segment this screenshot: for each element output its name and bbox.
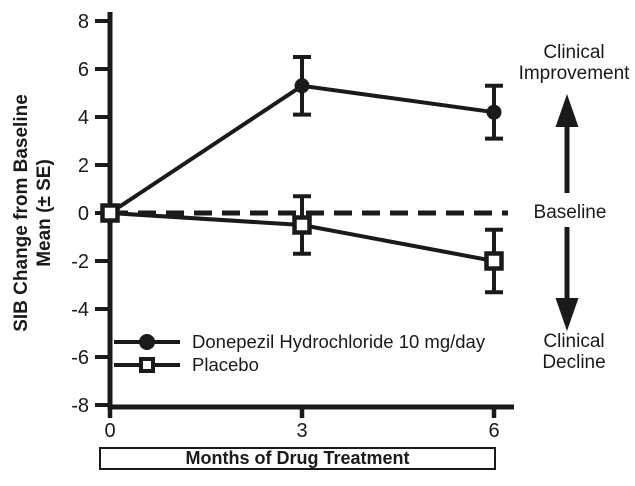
annotation-baseline: Baseline <box>533 202 607 223</box>
open-square-icon <box>139 356 155 373</box>
improvement-arrow <box>555 94 579 193</box>
y-tick-label: 2 <box>78 155 89 177</box>
legend-item-placebo: Placebo <box>112 353 485 376</box>
y-tick-label: -6 <box>71 347 89 369</box>
x-axis-title-box: Months of Drug Treatment <box>99 447 496 470</box>
series-placebo <box>100 194 504 295</box>
y-tick-label: 4 <box>78 107 89 129</box>
decline-arrow <box>555 227 579 331</box>
x-tick-label: 6 <box>488 420 499 442</box>
x-axis-title: Months of Drug Treatment <box>185 448 410 468</box>
y-axis-title-line2: Mean (± SE) <box>34 159 55 267</box>
y-axis-title: SIB Change from Baseline Mean (± SE) <box>10 43 58 383</box>
legend-item-donepezil: Donepezil Hydrochloride 10 mg/day <box>112 330 485 353</box>
chart-series-layer: 8 6 4 2 0 -2 -4 -6 -8 0 3 6 <box>71 11 508 442</box>
y-tick-label: 0 <box>78 203 89 225</box>
legend: Donepezil Hydrochloride 10 mg/day Placeb… <box>112 330 485 376</box>
y-tick-label: 6 <box>78 59 89 81</box>
x-tick-label: 0 <box>104 420 115 442</box>
legend-label-placebo: Placebo <box>192 353 259 375</box>
marker-filled-circle <box>486 104 502 120</box>
legend-label-donepezil: Donepezil Hydrochloride 10 mg/day <box>192 330 486 352</box>
filled-circle-icon <box>139 333 155 350</box>
arrow-up-icon <box>555 94 579 127</box>
y-tick-label: -2 <box>71 251 89 273</box>
arrow-down-icon <box>555 298 579 331</box>
marker-open-square <box>292 215 312 235</box>
open-square-marker <box>112 353 182 376</box>
annotation-clinical-decline: Clinical Decline <box>542 331 606 373</box>
y-tick-label: 8 <box>78 11 89 33</box>
marker-filled-circle <box>294 78 310 94</box>
marker-open-square <box>484 251 504 271</box>
x-tick-label: 3 <box>296 420 307 442</box>
y-tick-label: -8 <box>71 395 89 417</box>
filled-circle-marker <box>112 330 182 353</box>
marker-open-square <box>100 203 120 223</box>
y-tick-label: -4 <box>71 299 89 321</box>
y-axis-title-line1: SIB Change from Baseline <box>11 94 32 332</box>
annotation-clinical-improvement: Clinical Improvement <box>518 42 630 84</box>
